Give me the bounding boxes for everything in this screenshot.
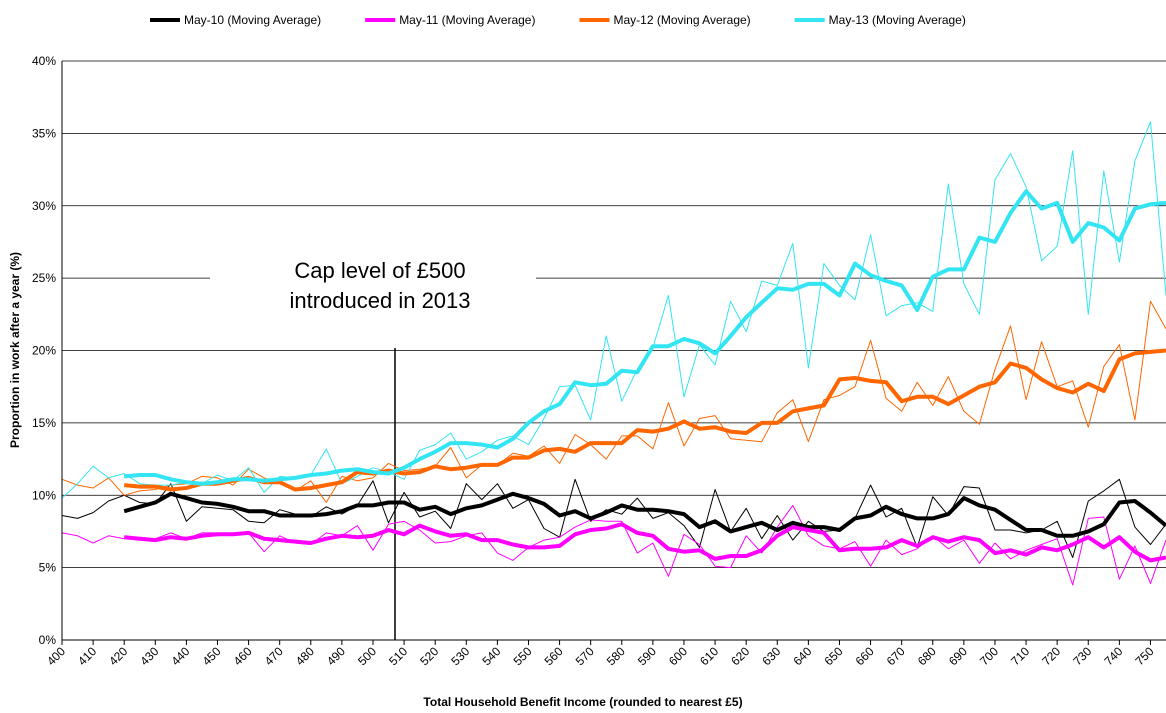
y-tick-label: 5% — [39, 561, 57, 575]
y-tick-label: 35% — [32, 126, 56, 140]
legend-label: May-11 (Moving Average) — [399, 13, 535, 27]
y-tick-label: 20% — [32, 344, 56, 358]
annotation-box — [210, 258, 536, 318]
legend-label: May-13 (Moving Average) — [829, 13, 966, 27]
series-line — [124, 522, 1166, 563]
series-line — [124, 348, 1166, 492]
series-line — [61, 478, 1166, 558]
y-tick-label: 30% — [32, 199, 56, 213]
series-line — [61, 300, 1166, 503]
legend: May-10 (Moving Average) May-11 (Moving Av… — [150, 13, 966, 27]
annotation: introduced in 2013 — [289, 288, 470, 313]
x-axis-title: Total Household Benefit Income (rounded … — [423, 695, 742, 709]
plot — [61, 121, 1166, 586]
annotation: Cap level of £500 — [294, 258, 465, 283]
y-axis-title: Proportion in work after a year (%) — [8, 252, 22, 448]
series-line — [123, 491, 1166, 538]
series-line — [124, 189, 1166, 486]
y-tick-label: 10% — [32, 488, 56, 502]
y-tick-label: 25% — [32, 271, 56, 285]
legend-label: May-10 (Moving Average) — [184, 13, 321, 27]
y-tick-label: 15% — [32, 416, 56, 430]
series-line — [61, 121, 1166, 499]
y-tick-label: 40% — [32, 54, 56, 68]
legend-label: May-12 (Moving Average) — [613, 13, 750, 27]
y-tick-label: 0% — [39, 633, 57, 647]
